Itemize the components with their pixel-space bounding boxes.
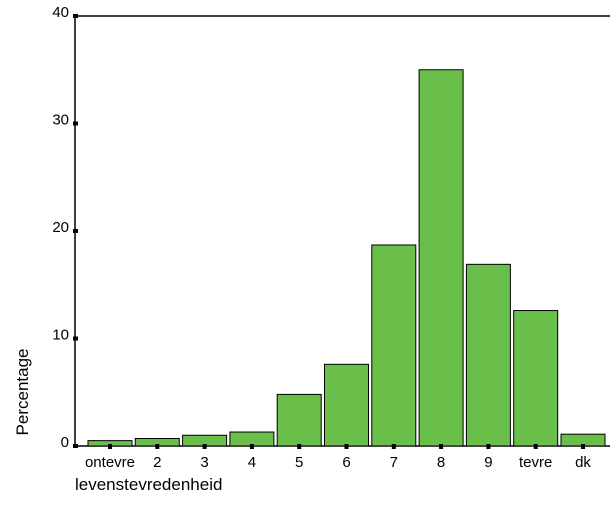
- x-tick-mark: [202, 444, 207, 449]
- y-axis-ticks: 0 10 20 30 40: [52, 4, 78, 451]
- x-tick-mark: [344, 444, 349, 449]
- x-tick-label: 9: [484, 454, 492, 471]
- x-tick-mark: [581, 444, 585, 449]
- x-tick-label: dk: [575, 454, 591, 471]
- y-tick-mark: [73, 121, 78, 126]
- x-tick-label: tevre: [519, 454, 552, 471]
- y-tick-label: 20: [52, 219, 69, 236]
- y-tick-mark: [73, 229, 78, 233]
- x-tick-label: 8: [437, 454, 445, 471]
- x-tick-mark: [108, 444, 112, 449]
- x-tick-label: 2: [153, 454, 161, 471]
- y-tick-mark: [73, 444, 78, 448]
- bars: [87, 69, 606, 447]
- y-axis-title: Percentage: [13, 349, 32, 436]
- y-tick-label: 40: [52, 4, 69, 21]
- bar-4: [229, 431, 275, 447]
- x-tick-label: 7: [390, 454, 398, 471]
- y-tick-label: 0: [61, 434, 69, 451]
- x-axis-ticks: ontevre 2 3 4 5 6 7 8 9 tevre dk: [85, 444, 591, 471]
- y-tick-mark: [73, 14, 78, 18]
- bar-6: [324, 363, 369, 447]
- y-tick-label: 10: [52, 327, 69, 344]
- bar-5: [276, 393, 322, 447]
- x-tick-label: 6: [342, 454, 350, 471]
- x-axis-title: levenstevredenheid: [75, 475, 222, 494]
- x-tick-mark: [486, 444, 491, 449]
- x-tick-mark: [439, 444, 444, 449]
- x-tick-mark: [155, 444, 160, 449]
- x-tick-mark: [391, 444, 396, 449]
- x-tick-label: 3: [200, 454, 208, 471]
- x-tick-mark: [297, 444, 302, 449]
- y-tick-mark: [73, 336, 78, 341]
- bar-9: [465, 263, 511, 447]
- bar-8: [418, 69, 464, 447]
- x-tick-label: 5: [295, 454, 303, 471]
- x-tick-mark: [249, 444, 254, 449]
- bar-tevre: [513, 310, 559, 447]
- y-tick-label: 30: [52, 112, 69, 129]
- x-tick-mark: [533, 444, 538, 449]
- x-tick-label: ontevre: [85, 454, 135, 471]
- bar-7: [371, 244, 417, 447]
- x-tick-label: 4: [248, 454, 256, 471]
